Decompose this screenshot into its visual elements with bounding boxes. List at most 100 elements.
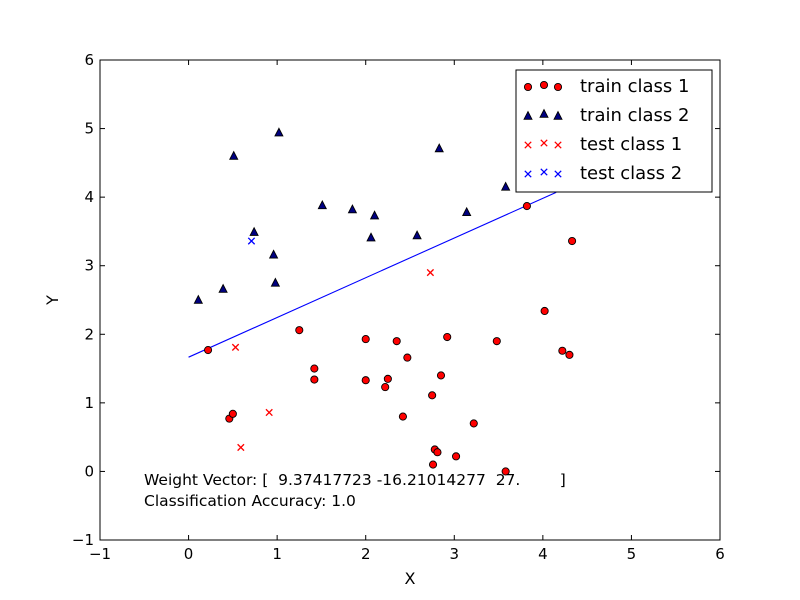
data-point-x-stroke — [265, 408, 273, 417]
weight-vector-annotation: Weight Vector: [ 9.37417723 -16.21014277… — [144, 471, 566, 489]
data-point-x-stroke — [237, 443, 245, 452]
data-points — [193, 127, 577, 476]
data-point — [361, 376, 370, 385]
legend-marker — [554, 170, 562, 178]
data-point — [366, 232, 376, 242]
data-point — [369, 210, 380, 220]
data-point — [204, 346, 213, 355]
data-point-x — [265, 408, 273, 417]
legend-marker-stroke — [524, 170, 532, 178]
x-tick-label: 3 — [450, 545, 460, 563]
y-tick-label: 2 — [84, 325, 94, 343]
data-point — [428, 460, 438, 469]
decision-line — [188, 191, 557, 358]
legend-label: train class 2 — [580, 105, 689, 126]
legend-entry-test-class-1: test class 1 — [524, 134, 682, 155]
y-tick-label: 1 — [84, 394, 94, 412]
x-tick-label: 2 — [361, 545, 371, 563]
data-point-x — [231, 343, 240, 351]
data-point — [193, 294, 204, 304]
data-point — [229, 150, 239, 160]
data-point — [469, 419, 478, 428]
legend-marker — [540, 139, 548, 147]
y-axis-label: Y — [43, 295, 62, 306]
data-point — [522, 202, 531, 211]
decision-boundary — [188, 191, 557, 358]
legend-label: test class 1 — [580, 134, 682, 155]
legend-marker-stroke — [540, 168, 548, 176]
data-point — [218, 283, 228, 293]
data-point — [452, 452, 461, 461]
legend-label: train class 1 — [580, 76, 689, 97]
legend-marker-stroke — [524, 141, 532, 149]
legend-marker — [523, 82, 533, 92]
legend-marker-stroke — [554, 170, 562, 178]
legend-entry-train-class-1: train class 1 — [523, 76, 689, 97]
series-test-class-2 — [247, 237, 256, 245]
data-point — [501, 467, 510, 476]
y-tick-label: 3 — [84, 257, 94, 275]
data-point — [428, 391, 437, 400]
data-point — [361, 335, 370, 344]
data-point — [310, 364, 319, 373]
data-point — [500, 181, 511, 191]
data-point — [492, 337, 501, 346]
data-point — [347, 204, 358, 214]
x-tick-label: 1 — [272, 545, 282, 563]
data-point — [228, 409, 237, 418]
series-train-class-1 — [204, 202, 577, 476]
y-tick-label: 0 — [84, 462, 94, 480]
data-point — [403, 353, 412, 362]
legend-entry-train-class-2: train class 2 — [523, 105, 689, 126]
legend-marker — [540, 168, 548, 176]
data-point — [310, 375, 319, 384]
data-point — [274, 127, 284, 137]
legend-marker — [524, 170, 532, 178]
data-point — [381, 383, 390, 392]
legend-label: test class 2 — [580, 163, 682, 184]
y-axis-ticks: −1 0 1 2 3 4 5 6 — [72, 51, 720, 549]
data-point — [443, 332, 452, 342]
legend: train class 1 train class 2 test class 1 te… — [515, 69, 713, 193]
data-point — [249, 226, 259, 236]
x-tick-label: 6 — [715, 545, 725, 563]
data-point-x — [426, 268, 435, 277]
x-tick-label: −1 — [89, 545, 111, 563]
data-point — [568, 236, 577, 246]
data-point — [436, 371, 446, 380]
data-point — [412, 230, 422, 240]
x-tick-label: 5 — [627, 545, 637, 563]
legend-frame — [515, 69, 713, 193]
y-tick-label: −1 — [72, 531, 94, 549]
data-point — [398, 412, 407, 421]
data-point — [383, 374, 392, 383]
legend-marker — [553, 110, 563, 120]
x-axis-label: X — [405, 569, 416, 588]
x-tick-label: 4 — [538, 545, 548, 563]
data-point — [434, 143, 444, 153]
legend-marker-stroke — [554, 141, 562, 149]
data-point — [270, 277, 281, 287]
legend-marker-stroke — [540, 139, 548, 147]
legend-marker — [524, 141, 532, 149]
legend-marker — [554, 141, 562, 149]
legend-marker — [553, 82, 563, 92]
series-train-class-2 — [193, 127, 511, 304]
annotations: Weight Vector: [ 9.37417723 -16.21014277… — [144, 471, 566, 510]
data-point — [392, 337, 401, 346]
x-axis-ticks: −1 0 1 2 3 4 5 6 — [89, 60, 725, 563]
x-tick-label: 0 — [184, 545, 194, 563]
legend-entry-test-class-2: test class 2 — [524, 163, 682, 184]
y-tick-label: 4 — [84, 188, 94, 206]
plot-frame — [99, 59, 721, 541]
legend-marker — [539, 80, 549, 90]
data-point-x — [237, 443, 245, 452]
data-point-x-stroke — [231, 343, 240, 351]
data-point-x-stroke — [426, 268, 435, 277]
data-point — [565, 350, 574, 359]
data-point — [540, 306, 549, 316]
data-point — [295, 326, 304, 335]
data-point — [433, 448, 442, 457]
data-point — [317, 199, 328, 210]
